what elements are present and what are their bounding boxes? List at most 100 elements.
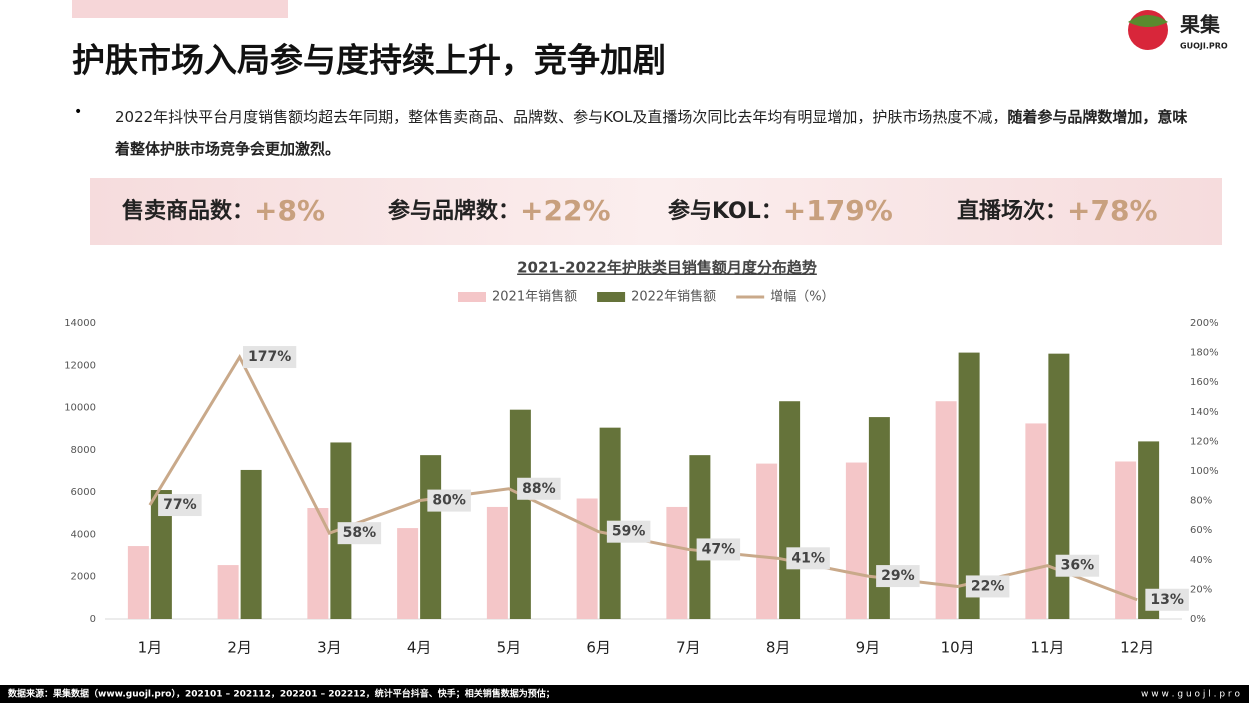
x-tick-label: 1月 <box>138 639 163 657</box>
bar <box>1048 353 1070 619</box>
logo-text: 果集 <box>1180 13 1221 37</box>
y2-tick-label: 120% <box>1190 436 1219 447</box>
bar <box>420 455 442 619</box>
x-tick-label: 11月 <box>1030 639 1064 657</box>
data-label: 88% <box>522 481 556 497</box>
x-tick-label: 8月 <box>766 639 791 657</box>
y-tick-label: 6000 <box>71 487 96 498</box>
label-box <box>242 346 297 369</box>
bar <box>1138 441 1160 619</box>
stat: 参与品牌数：+22% <box>388 194 611 227</box>
y2-tick-label: 200% <box>1190 318 1219 329</box>
data-label: 58% <box>343 525 377 541</box>
stat-value: +179% <box>783 194 893 227</box>
y-tick-label: 2000 <box>71 572 96 583</box>
y2-tick-label: 20% <box>1190 584 1212 595</box>
bullet-dot: • <box>74 104 83 120</box>
chart-title: 2021-2022年护肤类目销售额月度分布趋势 <box>517 259 817 277</box>
y2-tick-label: 40% <box>1190 555 1212 566</box>
y-tick-label: 14000 <box>64 318 96 329</box>
stats-band <box>90 178 1222 245</box>
footer-bar <box>0 685 1249 703</box>
y2-tick-label: 60% <box>1190 525 1212 536</box>
stat-label: 参与KOL： <box>668 198 783 224</box>
x-tick-label: 9月 <box>856 639 881 657</box>
label-box <box>606 520 651 543</box>
footer-site: w w w . g u o j l . p r o <box>1141 690 1240 700</box>
label-box <box>337 522 382 545</box>
data-label: 41% <box>791 550 825 566</box>
chart: 2021-2022年护肤类目销售额月度分布趋势 0 2000 4000 6000 8000… <box>64 259 1218 657</box>
legend-swatch <box>458 292 486 302</box>
bar <box>1115 461 1137 619</box>
y2-tick-label: 160% <box>1190 377 1219 388</box>
label-box <box>1055 554 1100 577</box>
y-tick-label: 12000 <box>64 360 96 371</box>
bar <box>127 546 149 619</box>
label-box <box>696 538 741 561</box>
legend-label: 2021年销售额 <box>492 289 577 305</box>
bullet-text: 2022年抖快平台月度销售额均超去年同期，整体售卖商品、品牌数、参与KOL及直播… <box>115 101 1190 165</box>
legend-label: 增幅（%） <box>770 290 834 305</box>
bar <box>397 528 419 619</box>
bar <box>1025 423 1047 619</box>
footer-source: 数据来源：果集数据（www.guojl.pro），202101 – 202112… <box>8 688 555 700</box>
x-tick-label: 7月 <box>676 639 701 657</box>
stat-label: 直播场次： <box>957 198 1067 224</box>
y2-tick-label: 80% <box>1190 496 1212 507</box>
y-tick-label: 4000 <box>71 529 96 540</box>
x-tick-label: 5月 <box>497 639 522 657</box>
stat-value: +78% <box>1067 194 1157 227</box>
label-box <box>876 565 920 588</box>
x-tick-label: 4月 <box>407 639 432 657</box>
label-box <box>158 494 202 517</box>
bar <box>958 352 980 619</box>
stat-label: 售卖商品数： <box>122 198 254 224</box>
top-accent <box>72 0 288 18</box>
data-label: 36% <box>1061 558 1095 574</box>
stat: 直播场次：+78% <box>957 194 1158 227</box>
logo-sub: GUOJI.PRO <box>1180 42 1228 51</box>
bar <box>935 401 957 619</box>
y-tick-label: 8000 <box>71 445 96 456</box>
data-label: 47% <box>702 541 736 557</box>
bullet-emphasis: 随着参与品牌数增加，意味着整体护肤市场竞争会更加激烈。 <box>115 108 1188 158</box>
x-tick-label: 3月 <box>317 639 342 657</box>
bullet-normal: 2022年抖快平台月度销售额均超去年同期，整体售卖商品、品牌数、参与KOL及直播… <box>115 108 1008 126</box>
x-tick-label: 12月 <box>1120 639 1154 657</box>
y2-tick-label: 0% <box>1190 614 1206 625</box>
growth-line <box>148 353 1138 602</box>
data-label: 13% <box>1150 592 1184 608</box>
label-box <box>517 477 561 500</box>
label-box <box>786 547 830 570</box>
title: 护肤市场入局参与度持续上升，竞争加剧 <box>72 41 666 80</box>
label-box <box>1145 588 1189 611</box>
bar <box>307 508 329 619</box>
logo-leaf <box>1128 15 1168 27</box>
x-tick-label: 10月 <box>941 639 975 657</box>
stat-value: +22% <box>520 194 610 227</box>
x-tick-label: 2月 <box>227 639 252 657</box>
bar <box>486 506 508 619</box>
stat-label: 参与品牌数： <box>388 198 520 224</box>
bar <box>845 462 867 619</box>
bar <box>666 506 688 619</box>
stats: 售卖商品数：+8% 参与品牌数：+22% 参与KOL：+179% 直播场次：+78% <box>122 194 1158 227</box>
stat: 售卖商品数：+8% <box>122 194 325 227</box>
bar <box>240 469 262 619</box>
data-label: 29% <box>881 568 915 584</box>
bar <box>868 417 890 619</box>
legend-label: 2022年销售额 <box>631 289 716 305</box>
y2-tick-label: 180% <box>1190 348 1219 359</box>
y2-tick-label: 100% <box>1190 466 1219 477</box>
stat: 参与KOL：+179% <box>668 194 893 227</box>
x-tick-label: 6月 <box>586 639 611 657</box>
y2-tick-label: 140% <box>1190 407 1219 418</box>
data-label: 22% <box>971 578 1005 594</box>
label-box <box>427 489 471 512</box>
data-label: 59% <box>612 524 646 540</box>
y-tick-label: 10000 <box>64 403 96 414</box>
data-label: 177% <box>248 349 291 365</box>
